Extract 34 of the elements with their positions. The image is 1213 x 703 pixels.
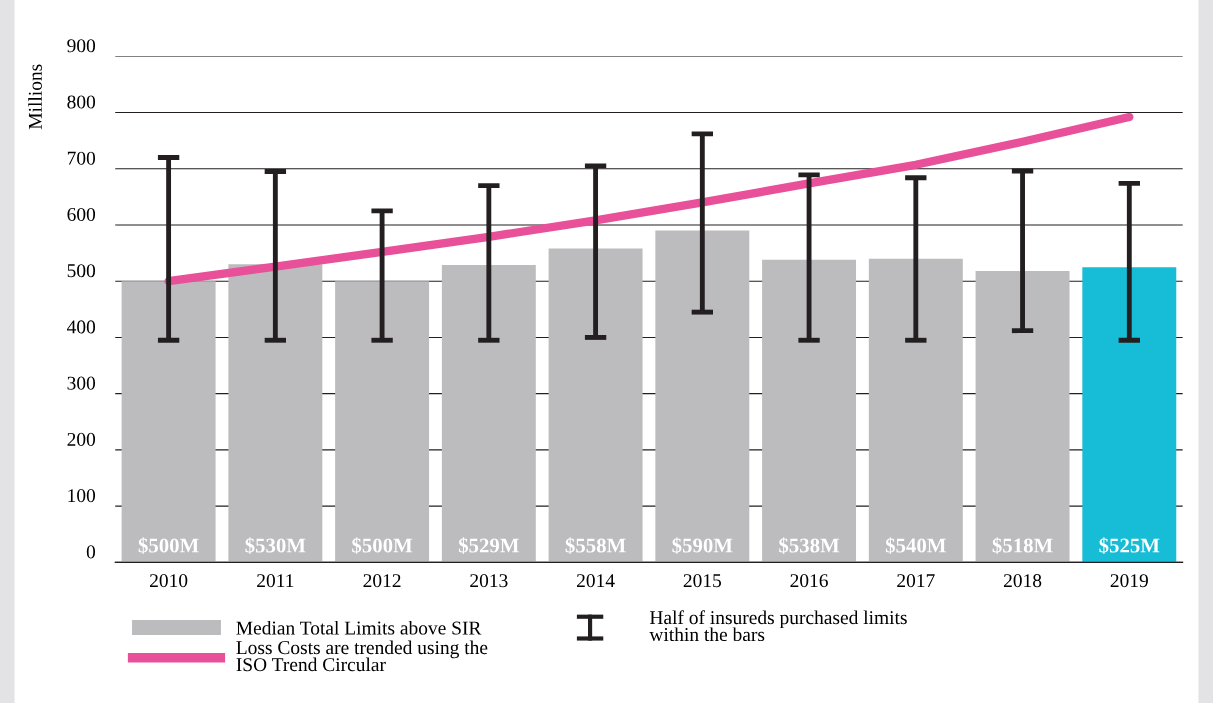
y-tick-label: 600 [67, 207, 96, 222]
data-label: $518M [992, 537, 1053, 554]
x-tick-label: 2011 [257, 574, 294, 588]
data-label: $500M [352, 537, 413, 554]
x-tick-label: 2014 [576, 574, 615, 588]
data-label: $530M [245, 537, 306, 554]
y-tick-label: 900 [67, 39, 96, 53]
x-tick-label: 2016 [790, 574, 828, 588]
y-tick-label: 100 [68, 489, 96, 503]
x-tick-label: 2019 [1110, 574, 1148, 588]
x-tick-label: 2012 [363, 574, 401, 588]
x-tick-label: 2018 [1003, 574, 1042, 588]
data-label: $590M [672, 537, 733, 554]
y-tick-label: 800 [67, 95, 96, 109]
legend-label: Loss Costs are trended using the ISO Trend Circular [236, 640, 488, 672]
y-tick-label: 400 [67, 320, 96, 334]
data-label: $558M [565, 537, 626, 554]
x-tick-label: 2010 [150, 574, 188, 588]
y-tick-label: 0 [86, 545, 96, 559]
data-label: $538M [779, 537, 840, 554]
y-tick-label: 200 [67, 432, 96, 446]
data-label: $540M [885, 537, 946, 554]
x-tick-label: 2013 [470, 574, 508, 588]
y-axis-title: Millions [28, 64, 42, 130]
y-tick-label: 300 [67, 376, 96, 390]
x-tick-label: 2017 [897, 574, 935, 588]
y-tick-label: 700 [67, 151, 96, 165]
x-tick-label: 2015 [683, 574, 722, 588]
data-label: $529M [458, 537, 519, 554]
data-label: $525M [1099, 537, 1160, 554]
y-tick-label: 500 [67, 264, 96, 278]
data-label: $500M [138, 537, 199, 554]
text: Half of insureds purchased limits within the bars [649, 610, 907, 642]
legend-label: Median Total Limits above SIR [236, 620, 482, 635]
